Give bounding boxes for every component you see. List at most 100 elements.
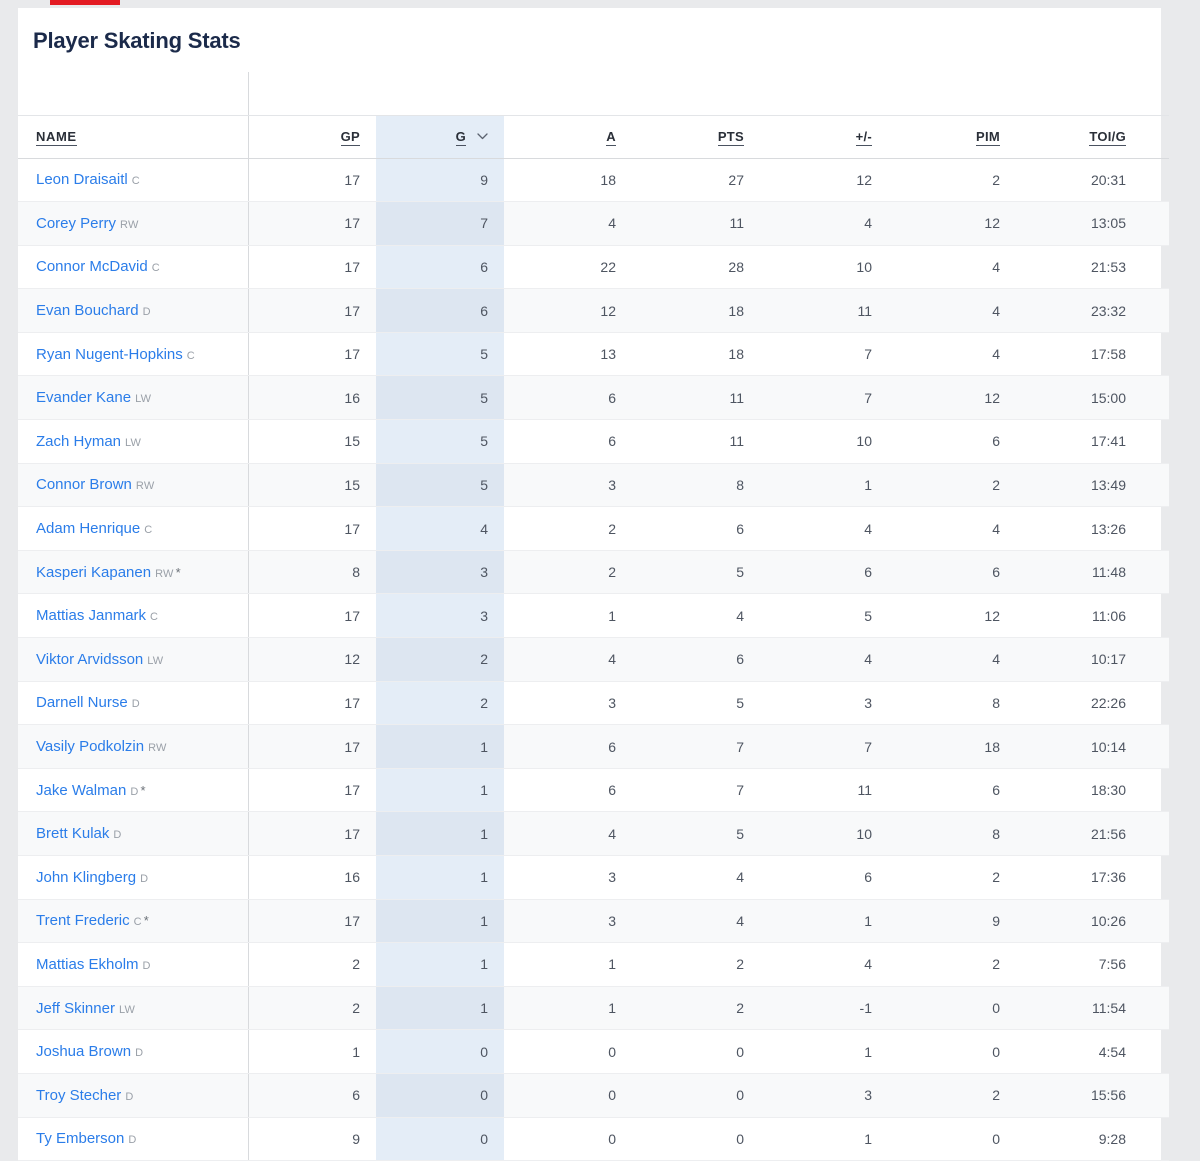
cell-player-name: Adam Henrique C	[18, 506, 249, 551]
column-header-plus-minus[interactable]: +/-	[760, 115, 888, 159]
cell-pim: 2	[888, 158, 1016, 203]
cell-toig: 18:30	[1016, 768, 1142, 813]
cell-a: 4	[504, 201, 632, 246]
column-header-gp[interactable]: GP	[248, 115, 376, 159]
cell-gp: 6	[248, 1073, 376, 1118]
cell-player-name: Jake Walman D *	[18, 768, 249, 813]
cell-g: 2	[376, 681, 504, 726]
player-name-link[interactable]: Brett Kulak	[36, 825, 110, 843]
column-header-pts-label: PTS	[717, 129, 744, 146]
player-name-link[interactable]: Kasperi Kapanen	[36, 563, 152, 581]
filter-cell-g	[376, 72, 504, 116]
filter-cell-gp	[248, 72, 376, 116]
cell-gp: 17	[248, 288, 376, 333]
player-note-asterisk: *	[143, 913, 149, 929]
column-header-g[interactable]: G	[376, 115, 504, 159]
player-position-label: D	[130, 785, 139, 798]
cell-player-name: Darnell Nurse D	[18, 681, 249, 726]
cell-pad	[1142, 811, 1169, 856]
player-name-link[interactable]: Vasily Podkolzin	[36, 738, 145, 756]
cell-pad	[1142, 637, 1169, 682]
cell-a: 18	[504, 158, 632, 203]
player-name-link[interactable]: Troy Stecher	[36, 1086, 122, 1104]
player-name-link[interactable]: Ty Emberson	[36, 1130, 125, 1148]
cell-g: 6	[376, 288, 504, 333]
cell-a: 0	[504, 1117, 632, 1161]
player-name-link[interactable]: Jeff Skinner	[36, 999, 115, 1017]
column-header-pim[interactable]: PIM	[888, 115, 1016, 159]
cell-g: 1	[376, 768, 504, 813]
page-title: Player Skating Stats	[33, 28, 241, 53]
player-name-link[interactable]: Zach Hyman	[36, 432, 122, 450]
stats-content-card: Player Skating Stats NAME	[18, 8, 1169, 1161]
player-position-label: RW	[135, 480, 155, 493]
cell-a: 6	[504, 375, 632, 421]
cell-g: 0	[376, 1117, 504, 1161]
cell-pad	[1142, 724, 1169, 769]
cell-pim: 4	[888, 245, 1016, 290]
player-name-link[interactable]: Adam Henrique	[36, 520, 141, 538]
player-position-label: LW	[118, 1003, 136, 1016]
cell-a: 6	[504, 419, 632, 464]
cell-g: 1	[376, 899, 504, 944]
player-position-label: D	[125, 1090, 134, 1103]
cell-pad	[1142, 158, 1169, 203]
cell-player-name: Mattias Ekholm D	[18, 942, 249, 987]
column-header-name[interactable]: NAME	[18, 115, 249, 159]
column-header-g-label: G	[455, 129, 467, 146]
player-name-link[interactable]: Connor Brown	[36, 476, 132, 494]
player-name-link[interactable]: Evander Kane	[36, 389, 132, 407]
cell-g: 9	[376, 158, 504, 203]
player-name-link[interactable]: Jake Walman	[36, 781, 127, 799]
player-position-label: C	[150, 611, 159, 624]
cell-pts: 28	[632, 245, 760, 290]
column-header-pts[interactable]: PTS	[632, 115, 760, 159]
table-row: Jeff Skinner LW 2 1 1 2 -1 0 11:54	[18, 986, 1169, 1031]
player-name-link[interactable]: Joshua Brown	[36, 1043, 132, 1061]
cell-pm: 1	[760, 1029, 888, 1074]
player-name-link[interactable]: Trent Frederic	[36, 912, 130, 930]
player-name-link[interactable]: Darnell Nurse	[36, 694, 128, 712]
column-header-toig[interactable]: TOI/G	[1016, 115, 1142, 159]
cell-pm: 6	[760, 550, 888, 595]
cell-toig: 10:14	[1016, 724, 1142, 769]
cell-pad	[1142, 986, 1169, 1031]
table-row: Corey Perry RW 17 7 4 11 4 12 13:05	[18, 201, 1169, 246]
cell-g: 2	[376, 637, 504, 682]
cell-g: 4	[376, 506, 504, 551]
cell-a: 1	[504, 986, 632, 1031]
cell-gp: 15	[248, 419, 376, 464]
player-name-link[interactable]: Ryan Nugent-Hopkins	[36, 345, 183, 363]
player-position-label: D	[140, 872, 149, 885]
table-row: Adam Henrique C 17 4 2 6 4 4 13:26	[18, 506, 1169, 551]
player-name-link[interactable]: Corey Perry	[36, 214, 117, 232]
player-name-link[interactable]: Leon Draisaitl	[36, 171, 128, 189]
cell-pim: 6	[888, 768, 1016, 813]
player-position-label: LW	[135, 393, 152, 406]
cell-pts: 2	[632, 942, 760, 987]
filter-cell-name	[18, 72, 249, 116]
column-header-a[interactable]: A	[504, 115, 632, 159]
cell-pim: 12	[888, 375, 1016, 421]
cell-pim: 8	[888, 811, 1016, 856]
cell-toig: 20:31	[1016, 158, 1142, 203]
cell-pim: 8	[888, 681, 1016, 726]
player-name-link[interactable]: Connor McDavid	[36, 258, 148, 276]
player-position-label: D	[128, 1134, 137, 1147]
cell-player-name: Connor McDavid C	[18, 245, 249, 290]
cell-pad	[1142, 681, 1169, 726]
player-name-link[interactable]: Evan Bouchard	[36, 302, 139, 320]
player-name-link[interactable]: Mattias Ekholm	[36, 955, 139, 973]
cell-pts: 5	[632, 811, 760, 856]
player-name-link[interactable]: Viktor Arvidsson	[36, 650, 144, 668]
player-skating-stats-table: NAME GP G A PTS +/-	[18, 72, 1169, 1161]
cell-pad	[1142, 463, 1169, 508]
player-name-link[interactable]: Mattias Janmark	[36, 607, 147, 625]
cell-pad	[1142, 593, 1169, 639]
cell-toig: 17:36	[1016, 855, 1142, 900]
cell-pm: 3	[760, 1073, 888, 1118]
cell-player-name: Brett Kulak D	[18, 811, 249, 856]
table-head: NAME GP G A PTS +/-	[18, 72, 1169, 159]
player-name-link[interactable]: John Klingberg	[36, 868, 137, 886]
cell-pm: 11	[760, 768, 888, 813]
